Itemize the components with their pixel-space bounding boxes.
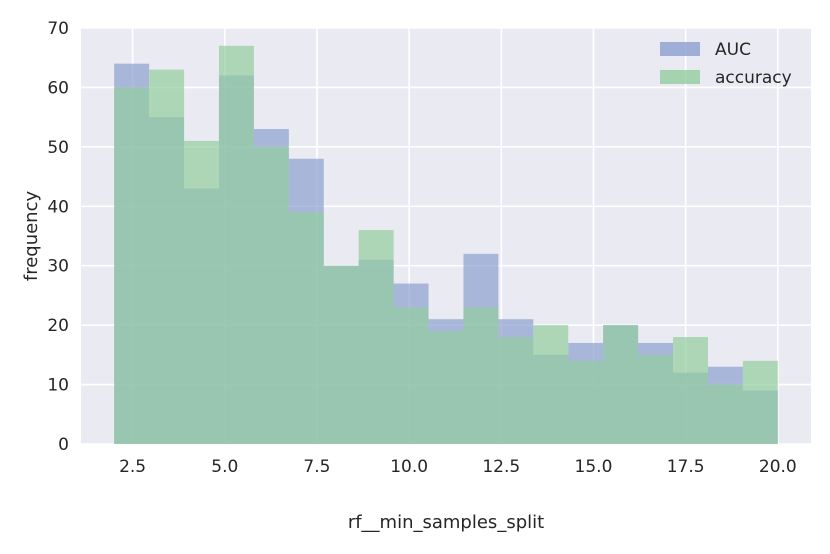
x-tick-label: 12.5	[482, 457, 520, 477]
bar-accuracy	[288, 212, 324, 444]
legend-swatch-accuracy	[660, 70, 700, 84]
bar-accuracy	[323, 265, 359, 444]
bar-accuracy	[358, 230, 394, 444]
y-tick-label: 20	[47, 316, 69, 336]
bar-accuracy	[498, 337, 534, 444]
bar-accuracy	[638, 354, 674, 444]
y-tick-label: 0	[58, 435, 69, 455]
y-tick-label: 30	[47, 257, 69, 277]
x-tick-label: 20.0	[759, 457, 797, 477]
bar-accuracy	[218, 45, 254, 444]
y-axis-label: frequency	[21, 191, 42, 282]
x-tick-label: 15.0	[575, 457, 613, 477]
bar-accuracy	[673, 337, 708, 444]
bar-accuracy	[149, 69, 185, 444]
legend: AUC accuracy	[660, 40, 792, 88]
x-axis-label: rf__min_samples_split	[348, 512, 544, 533]
legend-label-accuracy: accuracy	[715, 68, 792, 88]
legend-swatch-auc	[660, 42, 700, 56]
bar-accuracy	[114, 87, 150, 444]
bar-accuracy	[393, 307, 429, 444]
bar-accuracy	[707, 384, 743, 444]
bar-accuracy	[253, 146, 289, 444]
bar-accuracy	[533, 325, 569, 444]
histogram-bars	[114, 45, 778, 445]
y-tick-label: 70	[47, 19, 69, 39]
x-tick-label: 7.5	[303, 457, 330, 477]
y-tick-label: 50	[47, 138, 69, 158]
bar-accuracy	[742, 360, 778, 444]
x-tick-label: 2.5	[119, 457, 146, 477]
x-tick-label: 17.5	[667, 457, 705, 477]
x-tick-label: 5.0	[211, 457, 238, 477]
bar-accuracy	[184, 140, 219, 444]
bar-accuracy	[603, 325, 639, 444]
y-tick-labels: 0 10 20 30 40 50 60 70	[47, 19, 69, 455]
x-tick-label: 10.0	[390, 457, 428, 477]
bar-accuracy	[568, 360, 604, 444]
bar-accuracy	[428, 331, 464, 444]
bar-accuracy	[463, 307, 499, 444]
y-tick-label: 40	[47, 197, 69, 217]
x-tick-labels: 2.5 5.0 7.5 10.0 12.5 15.0 17.5 20.0	[119, 457, 797, 477]
legend-label-auc: AUC	[715, 40, 751, 60]
y-tick-label: 60	[47, 78, 69, 98]
y-tick-label: 10	[47, 376, 69, 396]
